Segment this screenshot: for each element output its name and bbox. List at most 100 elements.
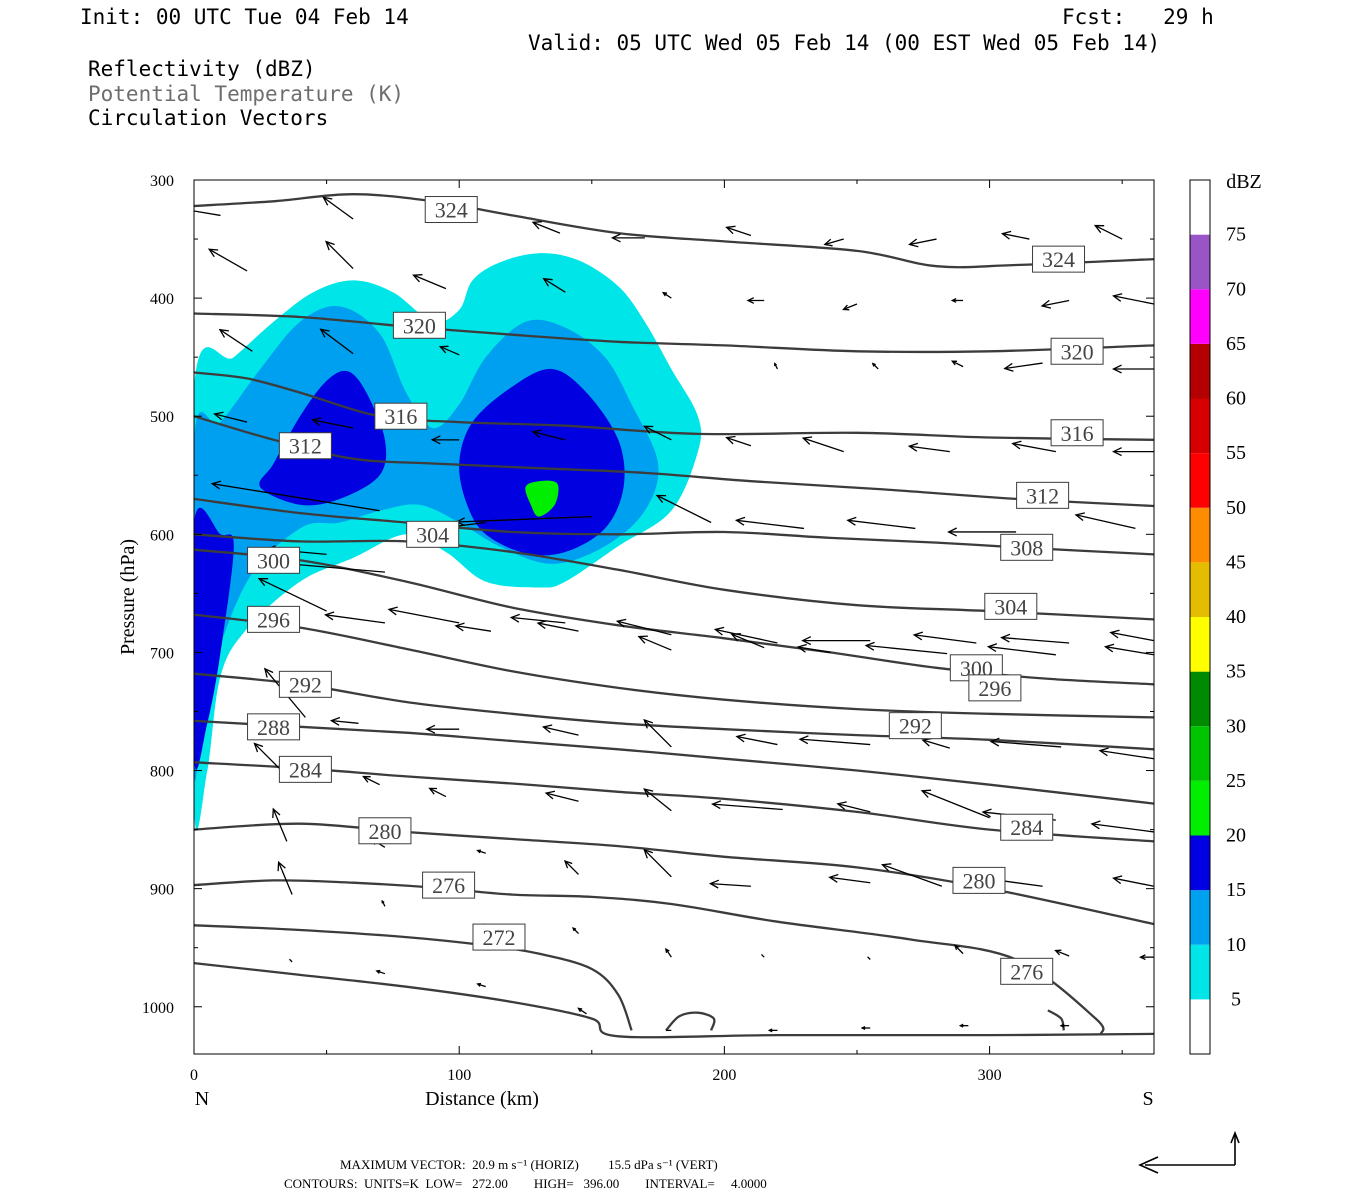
theta-contour-308-4 bbox=[194, 497, 1154, 556]
colorbar-label-40: 40 bbox=[1226, 606, 1246, 628]
circulation-vector-63 bbox=[864, 641, 948, 655]
circulation-vector-4 bbox=[610, 233, 645, 243]
colorbar-label-25: 25 bbox=[1226, 770, 1246, 792]
colorbar-label-50: 50 bbox=[1226, 497, 1246, 519]
reflectivity-area-15dbz-2 bbox=[194, 507, 234, 770]
y-tick-label-900: 900 bbox=[150, 882, 174, 899]
contour-label-292-0: 292 bbox=[278, 670, 332, 698]
colorbar-label-45: 45 bbox=[1226, 551, 1246, 573]
colorbar-bin-2 bbox=[1190, 890, 1210, 945]
circulation-vector-53 bbox=[912, 631, 977, 644]
contour-label-292-1: 292 bbox=[888, 712, 942, 740]
contour-label-280-1: 280 bbox=[952, 866, 1006, 894]
field-reflectivity-label: Reflectivity (dBZ) bbox=[88, 57, 316, 81]
circulation-vector-68 bbox=[425, 724, 460, 734]
theta-contour-284-10 bbox=[194, 761, 1154, 843]
y-tick-label-600: 600 bbox=[150, 527, 174, 544]
svg-text:312: 312 bbox=[1026, 483, 1059, 508]
circulation-vector-74 bbox=[989, 737, 1062, 748]
circulation-vector-12 bbox=[412, 274, 447, 290]
svg-text:276: 276 bbox=[1010, 959, 1043, 984]
circulation-vector-15 bbox=[746, 297, 765, 304]
y-tick-label-1000: 1000 bbox=[142, 1000, 174, 1017]
forecast-hour: Fcst: 29 h bbox=[1062, 5, 1214, 29]
contour-label-316-1: 316 bbox=[1050, 419, 1104, 447]
colorbar-bin-10 bbox=[1190, 453, 1210, 508]
colorbar-frame bbox=[1189, 179, 1211, 1055]
circulation-vector-45 bbox=[1074, 512, 1136, 530]
contour-label-308-0: 308 bbox=[1000, 533, 1054, 561]
colorbar-label-5: 5 bbox=[1231, 988, 1241, 1010]
circulation-vector-79 bbox=[544, 790, 579, 802]
circulation-vector-80 bbox=[643, 788, 672, 812]
circulation-vector-70 bbox=[643, 718, 672, 748]
svg-text:324: 324 bbox=[1042, 247, 1075, 272]
colorbar-label-20: 20 bbox=[1226, 825, 1246, 847]
circulation-vector-78 bbox=[428, 787, 447, 798]
contour-label-284-1: 284 bbox=[1000, 813, 1054, 841]
circulation-vector-71 bbox=[735, 733, 778, 746]
svg-text:316: 316 bbox=[1061, 421, 1094, 446]
circulation-vector-83 bbox=[920, 789, 990, 819]
circulation-vector-36 bbox=[1011, 440, 1056, 453]
circulation-vector-8 bbox=[1000, 230, 1030, 240]
circulation-vector-23 bbox=[773, 362, 779, 370]
colorbar-bin-7 bbox=[1190, 617, 1210, 672]
svg-text:312: 312 bbox=[289, 434, 322, 459]
circulation-vector-86 bbox=[272, 807, 288, 842]
circulation-vector-48 bbox=[387, 606, 460, 624]
y-tick-label-800: 800 bbox=[150, 764, 174, 781]
svg-text:308: 308 bbox=[1010, 535, 1043, 560]
svg-text:284: 284 bbox=[1010, 815, 1043, 840]
theta-contour-296-7 bbox=[194, 613, 1154, 719]
circulation-vector-44 bbox=[947, 527, 1017, 537]
circulation-vector-81 bbox=[711, 800, 783, 811]
colorbar-title: dBZ bbox=[1226, 171, 1262, 193]
y-axis-label: Pressure (hPa) bbox=[117, 539, 139, 655]
circulation-vector-109 bbox=[577, 1007, 587, 1015]
contour-label-324-0: 324 bbox=[424, 196, 478, 224]
colorbar-bin-3 bbox=[1190, 835, 1210, 891]
contour-label-276-0: 276 bbox=[422, 871, 476, 899]
circulation-vector-56 bbox=[257, 578, 327, 612]
contour-label-296-1: 296 bbox=[968, 674, 1022, 702]
svg-text:320: 320 bbox=[1061, 339, 1094, 364]
circulation-vector-69 bbox=[541, 724, 579, 736]
circulation-vector-52 bbox=[801, 636, 871, 646]
svg-text:296: 296 bbox=[978, 676, 1011, 701]
circulation-vector-100 bbox=[665, 947, 672, 958]
circulation-vector-28 bbox=[213, 411, 248, 423]
circulation-vector-31 bbox=[531, 429, 566, 441]
circulation-vector-61 bbox=[730, 633, 765, 649]
circulation-vector-104 bbox=[1054, 949, 1070, 957]
circulation-vector-0 bbox=[194, 210, 221, 217]
circulation-vector-102 bbox=[867, 956, 871, 960]
circulation-vector-13 bbox=[542, 277, 566, 293]
theta-contour-288-9 bbox=[194, 719, 1154, 805]
colorbar-label-75: 75 bbox=[1226, 224, 1246, 246]
circulation-vector-97 bbox=[381, 899, 386, 907]
y-tick-label-300: 300 bbox=[150, 173, 174, 190]
circulation-vector-35 bbox=[907, 442, 950, 453]
circulation-vector-16 bbox=[842, 303, 858, 311]
circulation-vector-37 bbox=[1112, 447, 1154, 457]
contour-label-288-0: 288 bbox=[247, 713, 301, 741]
colorbar-bin-5 bbox=[1190, 726, 1210, 781]
circulation-vector-24 bbox=[871, 362, 879, 370]
contour-label-296-0: 296 bbox=[247, 605, 301, 633]
circulation-vector-67 bbox=[329, 716, 359, 726]
circulation-vector-41 bbox=[655, 494, 712, 524]
circulation-vector-20 bbox=[218, 328, 253, 352]
circulation-vector-113 bbox=[958, 1023, 969, 1028]
circulation-vector-85 bbox=[1090, 820, 1154, 833]
init-time: Init: 00 UTC Tue 04 Feb 14 bbox=[80, 5, 409, 29]
circulation-vector-34 bbox=[801, 436, 844, 453]
circulation-vector-42 bbox=[734, 516, 805, 530]
contour-label-300-0: 300 bbox=[247, 546, 301, 574]
circulation-vector-7 bbox=[908, 238, 937, 248]
contour-label-312-0: 312 bbox=[278, 432, 332, 460]
circulation-vector-64 bbox=[986, 643, 1056, 656]
circulation-vector-26 bbox=[1003, 362, 1043, 372]
theta-contour-272-13 bbox=[194, 924, 633, 1031]
circulation-vector-90 bbox=[643, 848, 672, 878]
